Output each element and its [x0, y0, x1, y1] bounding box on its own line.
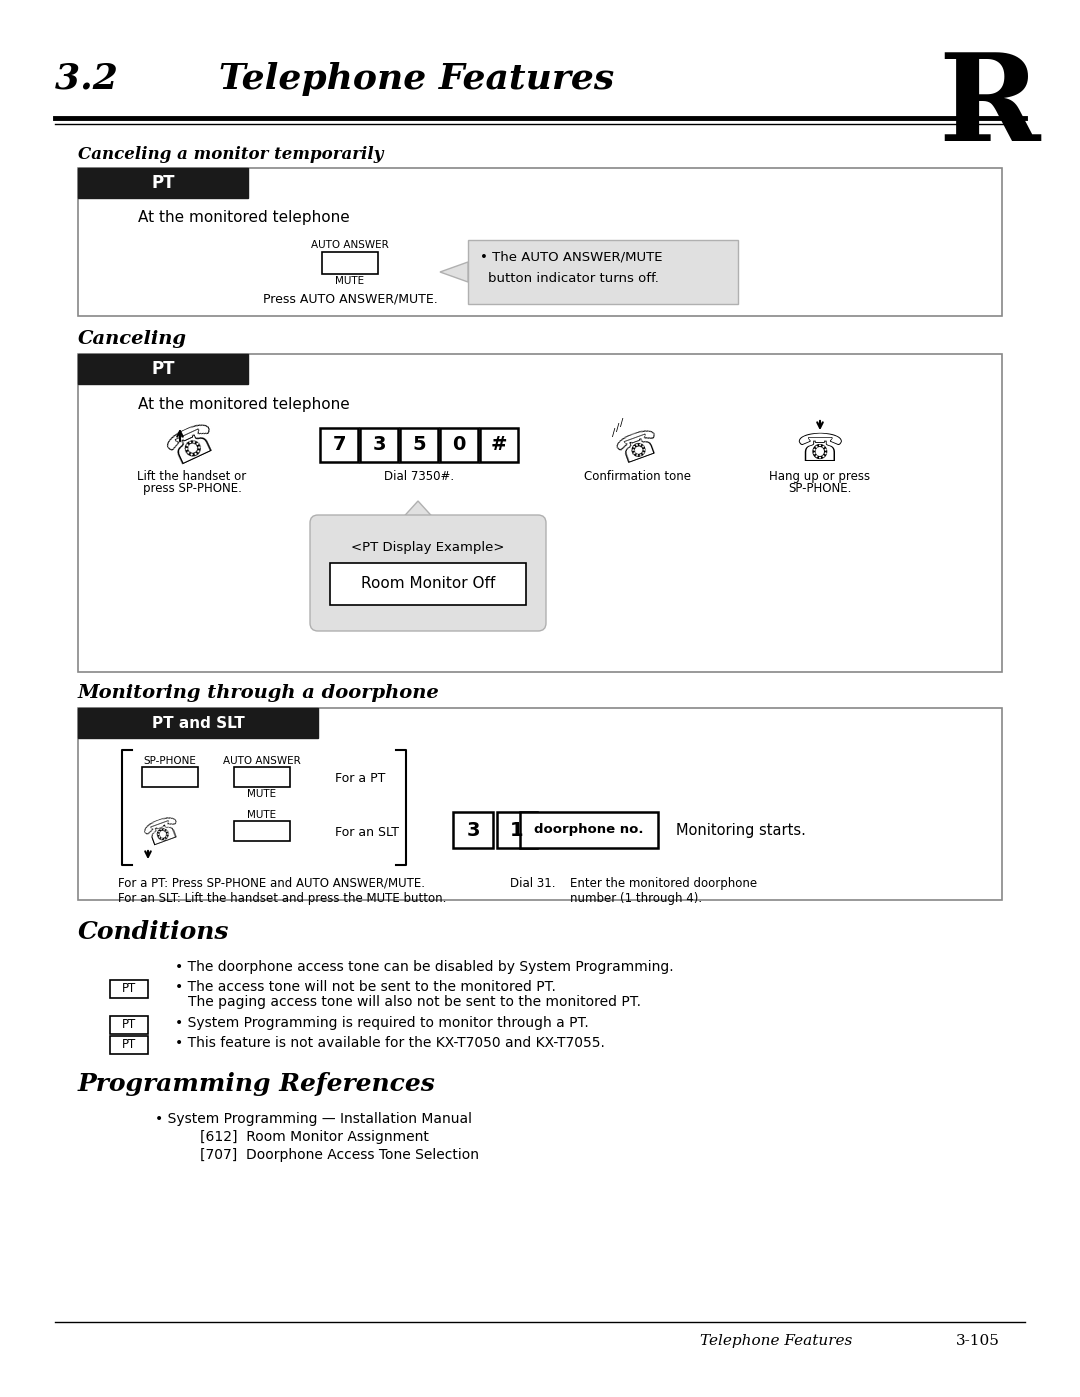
- Bar: [110, 1016, 148, 1034]
- Text: For an SLT: For an SLT: [335, 826, 399, 838]
- Text: 3: 3: [467, 820, 480, 840]
- Text: Hang up or press: Hang up or press: [769, 469, 870, 483]
- Text: R: R: [939, 47, 1040, 166]
- Text: MUTE: MUTE: [336, 277, 365, 286]
- Bar: [141, 767, 198, 787]
- Text: /: /: [617, 423, 620, 433]
- Text: For an SLT: Lift the handset and press the MUTE button.: For an SLT: Lift the handset and press t…: [118, 893, 446, 905]
- Bar: [78, 708, 318, 738]
- Text: SP-PHONE: SP-PHONE: [144, 756, 197, 766]
- Text: The paging access tone will also not be sent to the monitored PT.: The paging access tone will also not be …: [188, 995, 642, 1009]
- Text: SP-PHONE.: SP-PHONE.: [788, 482, 852, 495]
- Text: <PT Display Example>: <PT Display Example>: [351, 541, 504, 555]
- Bar: [110, 1037, 148, 1053]
- Bar: [78, 168, 1002, 316]
- Text: Monitoring through a doorphone: Monitoring through a doorphone: [78, 685, 440, 703]
- Text: button indicator turns off.: button indicator turns off.: [488, 272, 659, 285]
- Text: Enter the monitored doorphone: Enter the monitored doorphone: [570, 877, 757, 890]
- Text: • This feature is not available for the KX-T7050 and KX-T7055.: • This feature is not available for the …: [175, 1037, 605, 1051]
- Text: For a PT: Press SP-PHONE and AUTO ANSWER/MUTE.: For a PT: Press SP-PHONE and AUTO ANSWER…: [118, 877, 426, 890]
- Bar: [400, 427, 438, 462]
- Text: /: /: [620, 418, 623, 427]
- Bar: [468, 240, 738, 305]
- Bar: [78, 168, 248, 198]
- Text: Programming References: Programming References: [78, 1071, 436, 1097]
- Text: Canceling: Canceling: [78, 330, 187, 348]
- Text: PT: PT: [151, 175, 175, 191]
- Text: • System Programming is required to monitor through a PT.: • System Programming is required to moni…: [175, 1016, 589, 1030]
- Text: MUTE: MUTE: [247, 789, 276, 799]
- Text: • The doorphone access tone can be disabled by System Programming.: • The doorphone access tone can be disab…: [175, 960, 674, 974]
- Bar: [234, 767, 291, 787]
- Bar: [78, 708, 1002, 900]
- Text: 3: 3: [373, 436, 386, 454]
- Text: [612]  Room Monitor Assignment: [612] Room Monitor Assignment: [200, 1130, 429, 1144]
- Bar: [519, 812, 658, 848]
- Text: 1: 1: [510, 820, 524, 840]
- Text: PT: PT: [122, 1038, 136, 1052]
- Text: Press AUTO ANSWER/MUTE.: Press AUTO ANSWER/MUTE.: [262, 293, 437, 306]
- Text: Lift the handset or: Lift the handset or: [137, 469, 246, 483]
- Text: Confirmation tone: Confirmation tone: [584, 469, 691, 483]
- Bar: [330, 563, 526, 605]
- Text: number (1 through 4).: number (1 through 4).: [570, 893, 702, 905]
- Text: MUTE: MUTE: [247, 810, 276, 820]
- Bar: [78, 353, 248, 384]
- Bar: [497, 812, 537, 848]
- Text: • System Programming — Installation Manual: • System Programming — Installation Manu…: [156, 1112, 472, 1126]
- Text: Dial 31.: Dial 31.: [510, 877, 555, 890]
- Bar: [110, 981, 148, 997]
- Polygon shape: [399, 502, 438, 522]
- FancyBboxPatch shape: [310, 515, 546, 631]
- Text: For a PT: For a PT: [335, 771, 386, 785]
- Bar: [322, 251, 378, 274]
- Text: doorphone no.: doorphone no.: [535, 823, 644, 837]
- Text: ☏: ☏: [796, 432, 845, 469]
- Text: 3.2        Telephone Features: 3.2 Telephone Features: [55, 61, 615, 96]
- Bar: [453, 812, 492, 848]
- Text: At the monitored telephone: At the monitored telephone: [138, 210, 350, 225]
- Text: At the monitored telephone: At the monitored telephone: [138, 397, 350, 412]
- Text: AUTO ANSWER: AUTO ANSWER: [311, 240, 389, 250]
- Text: 3-105: 3-105: [956, 1334, 1000, 1348]
- Text: Monitoring starts.: Monitoring starts.: [676, 823, 806, 837]
- Text: ☏: ☏: [611, 425, 665, 472]
- Text: ☏: ☏: [160, 415, 225, 475]
- Text: PT: PT: [151, 360, 175, 379]
- Bar: [234, 821, 291, 841]
- Bar: [78, 353, 1002, 672]
- Text: PT: PT: [122, 982, 136, 996]
- Text: Room Monitor Off: Room Monitor Off: [361, 577, 495, 591]
- Text: • The AUTO ANSWER/MUTE: • The AUTO ANSWER/MUTE: [480, 250, 662, 263]
- Text: PT: PT: [122, 1018, 136, 1031]
- Bar: [360, 427, 399, 462]
- Text: [707]  Doorphone Access Tone Selection: [707] Doorphone Access Tone Selection: [200, 1148, 480, 1162]
- Polygon shape: [440, 263, 468, 282]
- Text: Telephone Features: Telephone Features: [700, 1334, 852, 1348]
- Text: • The access tone will not be sent to the monitored PT.: • The access tone will not be sent to th…: [175, 981, 556, 995]
- Text: Conditions: Conditions: [78, 921, 229, 944]
- Text: AUTO ANSWER: AUTO ANSWER: [224, 756, 301, 766]
- Text: press SP-PHONE.: press SP-PHONE.: [143, 482, 242, 495]
- Bar: [320, 427, 357, 462]
- Bar: [440, 427, 478, 462]
- Text: Dial 7350#.: Dial 7350#.: [383, 469, 454, 483]
- Bar: [480, 427, 518, 462]
- Text: Canceling a monitor temporarily: Canceling a monitor temporarily: [78, 147, 383, 163]
- Text: /: /: [612, 427, 616, 439]
- Text: 0: 0: [453, 436, 465, 454]
- Text: 7: 7: [333, 436, 346, 454]
- Text: #: #: [490, 436, 508, 454]
- Text: ☏: ☏: [140, 812, 186, 852]
- Text: 5: 5: [413, 436, 426, 454]
- Text: PT and SLT: PT and SLT: [151, 715, 244, 731]
